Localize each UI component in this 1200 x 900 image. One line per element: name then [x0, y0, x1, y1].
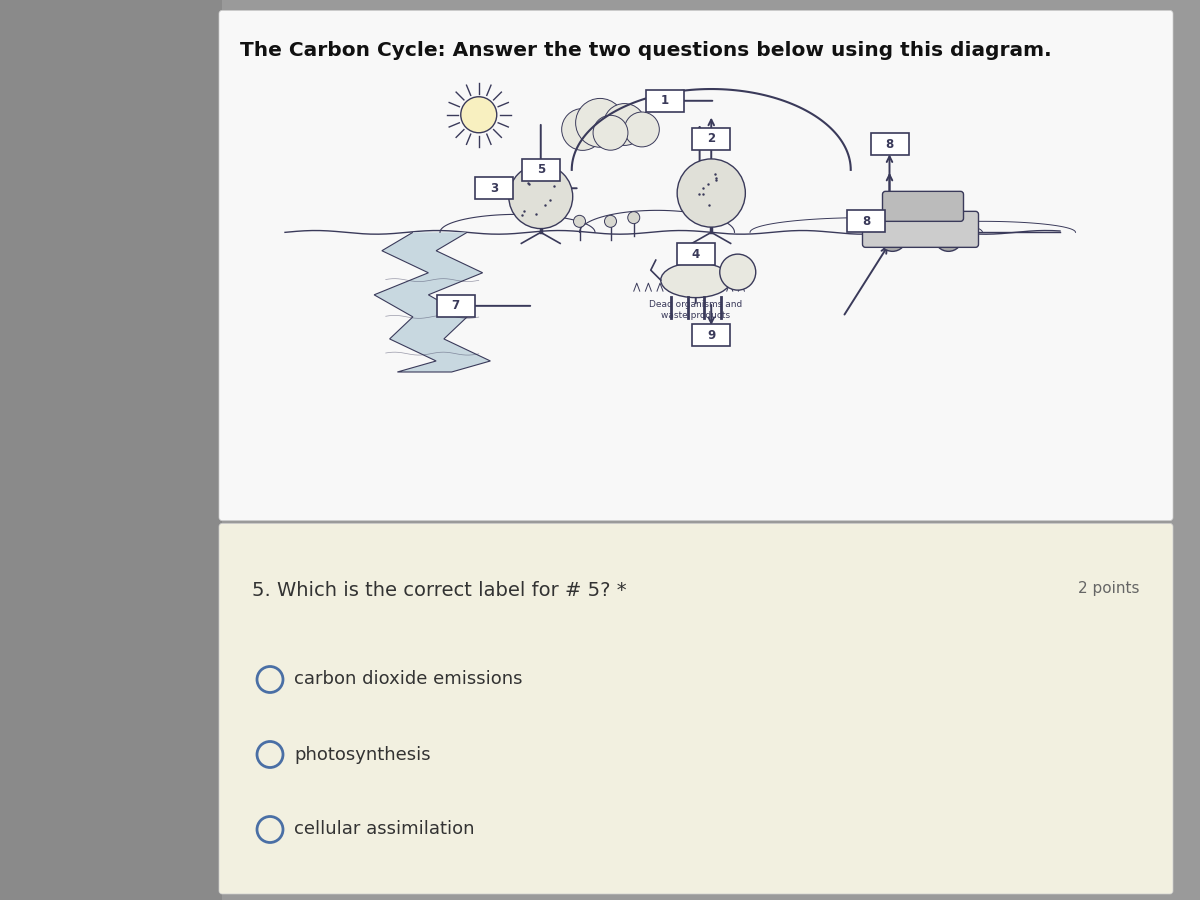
Circle shape: [624, 112, 659, 147]
Circle shape: [628, 212, 640, 223]
FancyBboxPatch shape: [863, 212, 978, 248]
FancyBboxPatch shape: [646, 90, 684, 112]
Circle shape: [576, 98, 624, 148]
Circle shape: [461, 97, 497, 132]
Ellipse shape: [661, 263, 731, 298]
FancyBboxPatch shape: [692, 128, 731, 149]
Text: 8: 8: [862, 215, 870, 228]
FancyBboxPatch shape: [220, 11, 1174, 520]
Text: 5. Which is the correct label for # 5? *: 5. Which is the correct label for # 5? *: [252, 581, 626, 600]
FancyBboxPatch shape: [870, 133, 908, 155]
FancyBboxPatch shape: [475, 177, 514, 199]
Circle shape: [720, 254, 756, 290]
Text: cellular assimilation: cellular assimilation: [294, 821, 474, 839]
Circle shape: [574, 215, 586, 228]
FancyBboxPatch shape: [677, 243, 715, 266]
Circle shape: [562, 109, 604, 150]
Text: carbon dioxide emissions: carbon dioxide emissions: [294, 670, 522, 688]
Text: 2: 2: [707, 132, 715, 145]
Text: The Carbon Cycle: Answer the two questions below using this diagram.: The Carbon Cycle: Answer the two questio…: [240, 41, 1051, 60]
FancyBboxPatch shape: [522, 159, 559, 181]
Text: 8: 8: [886, 138, 894, 150]
Circle shape: [593, 115, 628, 150]
Text: 7: 7: [451, 300, 460, 312]
Text: 9: 9: [707, 328, 715, 342]
FancyBboxPatch shape: [437, 295, 474, 317]
Text: 4: 4: [691, 248, 700, 261]
Circle shape: [878, 223, 906, 251]
Circle shape: [605, 215, 617, 228]
Text: 3: 3: [490, 182, 498, 194]
FancyBboxPatch shape: [882, 192, 964, 221]
Text: 1: 1: [661, 94, 668, 107]
Text: Dead organisms and
waste products: Dead organisms and waste products: [649, 301, 743, 320]
Bar: [0, 0, 222, 900]
Circle shape: [509, 165, 572, 229]
FancyBboxPatch shape: [692, 324, 731, 346]
Text: 5: 5: [536, 164, 545, 176]
Circle shape: [935, 223, 962, 251]
FancyBboxPatch shape: [220, 524, 1174, 894]
Text: photosynthesis: photosynthesis: [294, 745, 431, 763]
PathPatch shape: [374, 232, 491, 372]
FancyBboxPatch shape: [847, 211, 886, 232]
Circle shape: [677, 159, 745, 227]
Circle shape: [604, 104, 646, 146]
Text: 2 points: 2 points: [1079, 581, 1140, 597]
